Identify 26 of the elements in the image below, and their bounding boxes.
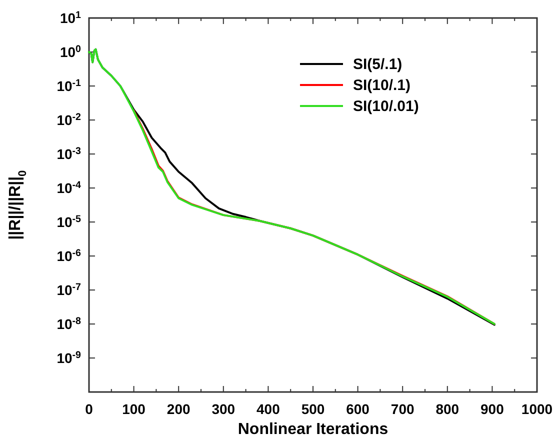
y-tick-label: 10$^{-8}$ xyxy=(56,316,82,332)
y-tick-label: 10$^{1}$ xyxy=(60,10,82,26)
x-tick-label: 700 xyxy=(390,401,414,417)
x-tick-label: 1000 xyxy=(521,401,553,417)
x-tick-label: 900 xyxy=(480,401,504,417)
x-tick-label: 500 xyxy=(301,401,325,417)
x-tick-label: 800 xyxy=(436,401,460,417)
y-tick-label: 10$^{-3}$ xyxy=(56,146,82,162)
legend-label: SI(10/.01) xyxy=(353,98,419,115)
y-tick-label: 10$^{-1}$ xyxy=(56,78,82,94)
y-tick-label: 10$^{-9}$ xyxy=(56,350,82,366)
x-tick-label: 600 xyxy=(346,401,370,417)
y-tick-label: 10$^{-2}$ xyxy=(56,112,82,128)
x-tick-label: 400 xyxy=(256,401,280,417)
y-tick-label: 10$^{-5}$ xyxy=(56,214,82,230)
x-tick-label: 300 xyxy=(212,401,236,417)
y-tick-label: 10$^{-6}$ xyxy=(56,248,82,264)
y-tick-label: 10$^{0}$ xyxy=(60,44,82,60)
y-tick-label: 10$^{-7}$ xyxy=(56,282,82,298)
legend-label: SI(5/.1) xyxy=(353,56,402,73)
x-tick-label: 200 xyxy=(166,401,190,417)
x-tick-label: 0 xyxy=(85,401,94,417)
x-axis-title: Nonlinear Iterations xyxy=(238,421,388,438)
y-tick-label: 10$^{-4}$ xyxy=(56,180,82,196)
legend-label: SI(10/.1) xyxy=(353,77,411,94)
x-tick-label: 100 xyxy=(122,401,146,417)
